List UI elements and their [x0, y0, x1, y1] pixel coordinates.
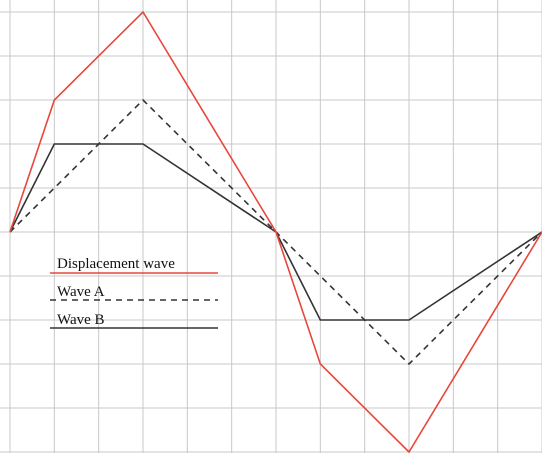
series-lines — [9, 10, 542, 453]
legend-label-displacement-wave: Displacement wave — [57, 256, 175, 272]
legend-label-wave-b: Wave B — [57, 312, 105, 328]
legend: Displacement wave Wave A Wave B — [50, 256, 218, 329]
legend-label-wave-a: Wave A — [57, 284, 105, 300]
series-line-displacement-wave — [9, 10, 542, 453]
